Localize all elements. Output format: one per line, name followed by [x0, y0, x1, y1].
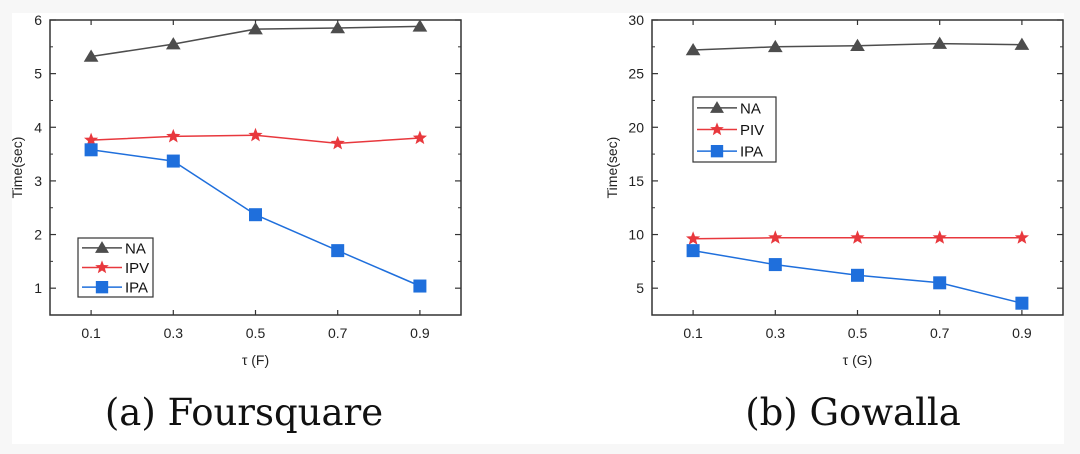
data-point-na [248, 22, 263, 35]
series-piv [686, 230, 1029, 245]
legend-marker-na [710, 101, 724, 113]
data-point-ipa [413, 279, 427, 293]
series-na [685, 36, 1030, 56]
legend-marker-ipa [95, 280, 109, 294]
data-point-na [330, 21, 346, 34]
x-axis-title: τ (F) [242, 352, 269, 368]
data-point-ipv [330, 135, 345, 150]
data-point-ipa [851, 268, 864, 282]
data-point-ipv [412, 130, 427, 145]
data-point-na [850, 38, 865, 51]
data-point-na [83, 49, 99, 62]
data-point-piv [1014, 230, 1029, 244]
y-tick-label: 2 [34, 227, 42, 243]
data-point-ipa [166, 154, 180, 168]
legend-label-na: NA [125, 240, 146, 257]
x-axis-title: τ (G) [843, 352, 873, 368]
chart-foursquare: 0.1 0.3 0.5 0.7 0.9 1 2 3 4 5 6 τ (F) Time(sec) NA IPV… [9, 12, 462, 368]
data-point-na [932, 36, 948, 49]
data-point-piv [686, 231, 701, 245]
y-tick-label: 3 [34, 173, 42, 189]
data-point-na [1014, 37, 1030, 50]
data-point-piv [850, 230, 865, 244]
data-point-ipa [84, 143, 98, 157]
series-ipa [84, 143, 427, 293]
series-ipv [84, 127, 427, 150]
legend: NA IPV IPA [77, 237, 154, 298]
data-point-na [767, 39, 783, 53]
y-tick-label: 30 [628, 12, 644, 28]
legend-label-ipa: IPA [740, 144, 763, 161]
x-tick-label: 0.9 [1012, 325, 1032, 341]
y-tick-label: 15 [628, 173, 644, 189]
legend-label-na: NA [740, 100, 761, 117]
x-tick-label: 0.1 [683, 325, 703, 341]
x-tick-label: 0.7 [328, 325, 348, 341]
y-tick-label: 4 [34, 119, 42, 135]
chart-gowalla: 0.1 0.3 0.5 0.7 0.9 5 10 15 20 25 30 τ (G) Time(sec)… [604, 12, 1064, 368]
data-point-ipv [166, 128, 181, 143]
y-tick-label: 5 [34, 66, 42, 82]
y-tick-label: 10 [628, 227, 644, 243]
data-point-ipa [1015, 296, 1029, 310]
legend-label-ipv: IPV [125, 260, 149, 277]
y-tick-label: 6 [34, 12, 42, 28]
x-tick-label: 0.3 [164, 325, 184, 341]
x-tick-label: 0.5 [848, 325, 868, 341]
data-point-ipa [331, 244, 345, 258]
legend-marker-na [95, 241, 109, 253]
data-point-ipa [686, 244, 700, 258]
data-point-na [412, 19, 428, 32]
data-point-ipa [768, 258, 782, 272]
y-tick-label: 20 [628, 119, 644, 135]
x-tick-label: 0.5 [246, 325, 266, 341]
y-axis-title: Time(sec) [604, 137, 620, 199]
data-point-na [165, 37, 181, 50]
x-tick-label: 0.7 [930, 325, 950, 341]
x-tick-label: 0.1 [81, 325, 101, 341]
y-axis-title: Time(sec) [9, 137, 25, 199]
y-tick-label: 5 [636, 280, 644, 296]
legend-label-piv: PIV [740, 122, 764, 139]
caption-gowalla: (b) Gowalla [745, 391, 961, 434]
legend-marker-piv [710, 122, 724, 136]
legend-marker-ipa [710, 144, 724, 158]
data-point-piv [768, 230, 783, 244]
legend-label-ipa: IPA [125, 280, 148, 297]
data-point-na [685, 43, 701, 56]
legend-marker-ipv [95, 260, 109, 274]
figure-sheet [12, 13, 1064, 444]
y-tick-label: 25 [628, 66, 644, 82]
x-tick-label: 0.3 [766, 325, 786, 341]
series-ipa [686, 244, 1029, 310]
data-point-piv [932, 230, 947, 244]
data-point-ipv [84, 132, 99, 147]
data-point-ipv [248, 127, 263, 142]
caption-foursquare: (a) Foursquare [105, 391, 383, 434]
data-point-ipa [933, 276, 947, 290]
legend: NA PIV IPA [692, 96, 777, 163]
y-tick-label: 1 [34, 280, 42, 296]
x-tick-label: 0.9 [410, 325, 430, 341]
series-na [83, 19, 428, 62]
data-point-ipa [249, 208, 262, 222]
